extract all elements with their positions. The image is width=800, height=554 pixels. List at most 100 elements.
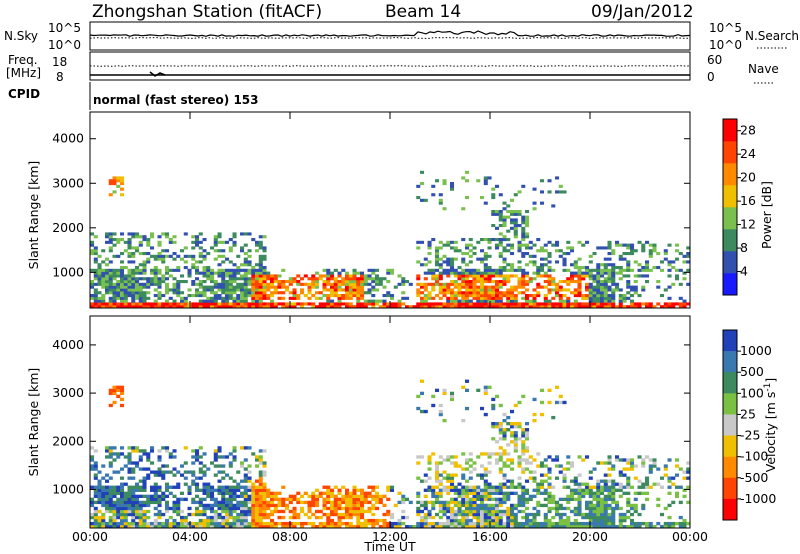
velocity-cell (446, 479, 451, 483)
velocity-cell (532, 470, 537, 474)
velocity-cell (240, 494, 245, 499)
velocity-cell (603, 509, 608, 514)
power-cell (450, 257, 455, 261)
power-cell (442, 254, 447, 258)
velocity-cell (157, 449, 162, 453)
velocity-cell (386, 512, 391, 517)
velocity-cell (371, 521, 376, 526)
velocity-cell (622, 467, 627, 471)
power-cell (521, 285, 526, 289)
power-cell (183, 280, 188, 284)
power-cell (258, 271, 263, 275)
velocity-cell (633, 509, 638, 514)
power-cell (611, 271, 616, 275)
velocity-cell (93, 449, 98, 453)
velocity-cell (371, 524, 376, 529)
velocity-cell (592, 467, 597, 471)
power-cell (622, 305, 627, 309)
power-cell (176, 266, 181, 270)
power-cell (663, 249, 668, 253)
velocity-cell (461, 473, 466, 477)
velocity-cell (416, 406, 421, 411)
velocity-cell (435, 461, 440, 465)
velocity-cell (195, 482, 200, 486)
velocity-cell (438, 491, 443, 495)
velocity-cell (420, 500, 425, 505)
power-cell (138, 296, 143, 300)
power-cell (468, 280, 473, 284)
power-cell (577, 282, 582, 286)
power-cell (326, 268, 331, 272)
velocity-cell (562, 506, 567, 511)
velocity-cell (468, 512, 473, 517)
power-cell (510, 243, 515, 247)
velocity-cell (367, 485, 372, 489)
velocity-cell (123, 455, 128, 459)
velocity-cell (270, 512, 275, 517)
power-cell (416, 302, 421, 306)
power-cell (502, 221, 507, 225)
velocity-cell (311, 497, 316, 502)
power-cell (247, 260, 252, 264)
velocity-cell (243, 518, 248, 523)
velocity-cell (498, 515, 503, 520)
velocity-cell (108, 503, 113, 508)
velocity-cell (442, 488, 447, 492)
power-cell (618, 299, 623, 303)
velocity-cell (243, 467, 248, 471)
power-cell (678, 302, 683, 306)
velocity-cell (258, 500, 263, 505)
power-cell (423, 285, 428, 289)
velocity-cell (611, 524, 616, 529)
velocity-cell (247, 476, 252, 480)
power-cell (435, 305, 440, 309)
power-cell (483, 238, 488, 242)
power-cell (555, 249, 560, 253)
velocity-cell (453, 491, 458, 495)
power-cell (337, 280, 342, 284)
velocity-cell (510, 518, 515, 523)
velocity-cell (420, 379, 425, 383)
power-cell (326, 271, 331, 275)
power-cell (213, 294, 218, 298)
velocity-cell (472, 512, 477, 517)
power-cell (663, 252, 668, 256)
velocity-cell (517, 458, 522, 462)
velocity-cell (637, 455, 642, 459)
power-cell (435, 268, 440, 272)
power-cell (330, 277, 335, 281)
velocity-cell (517, 509, 522, 514)
power-cell (105, 280, 110, 284)
power-cell (502, 277, 507, 281)
power-cell (435, 260, 440, 264)
power-cell (183, 266, 188, 270)
velocity-cell (176, 524, 181, 529)
power-cell (352, 282, 357, 286)
power-cell (273, 280, 278, 284)
power-cell (641, 302, 646, 306)
power-cell (615, 271, 620, 275)
velocity-cell (495, 422, 500, 426)
velocity-cell (551, 524, 556, 529)
velocity-cell (360, 521, 365, 526)
power-cell (446, 240, 451, 244)
power-cell (262, 249, 267, 253)
power-cell (461, 280, 466, 284)
power-cell (521, 268, 526, 272)
velocity-cell (360, 503, 365, 508)
power-cell (483, 274, 488, 278)
velocity-cell (495, 518, 500, 523)
velocity-cell (588, 488, 593, 492)
velocity-cell (161, 491, 166, 495)
power-cell (517, 268, 522, 272)
velocity-cell (423, 488, 428, 492)
velocity-cell (517, 476, 522, 480)
power-cell (607, 277, 612, 281)
velocity-cell (461, 521, 466, 526)
velocity-cell (97, 494, 102, 499)
velocity-cell (600, 485, 605, 489)
power-cell (258, 263, 263, 267)
power-cell (255, 249, 260, 253)
power-cell (483, 299, 488, 303)
velocity-cell (378, 524, 383, 529)
